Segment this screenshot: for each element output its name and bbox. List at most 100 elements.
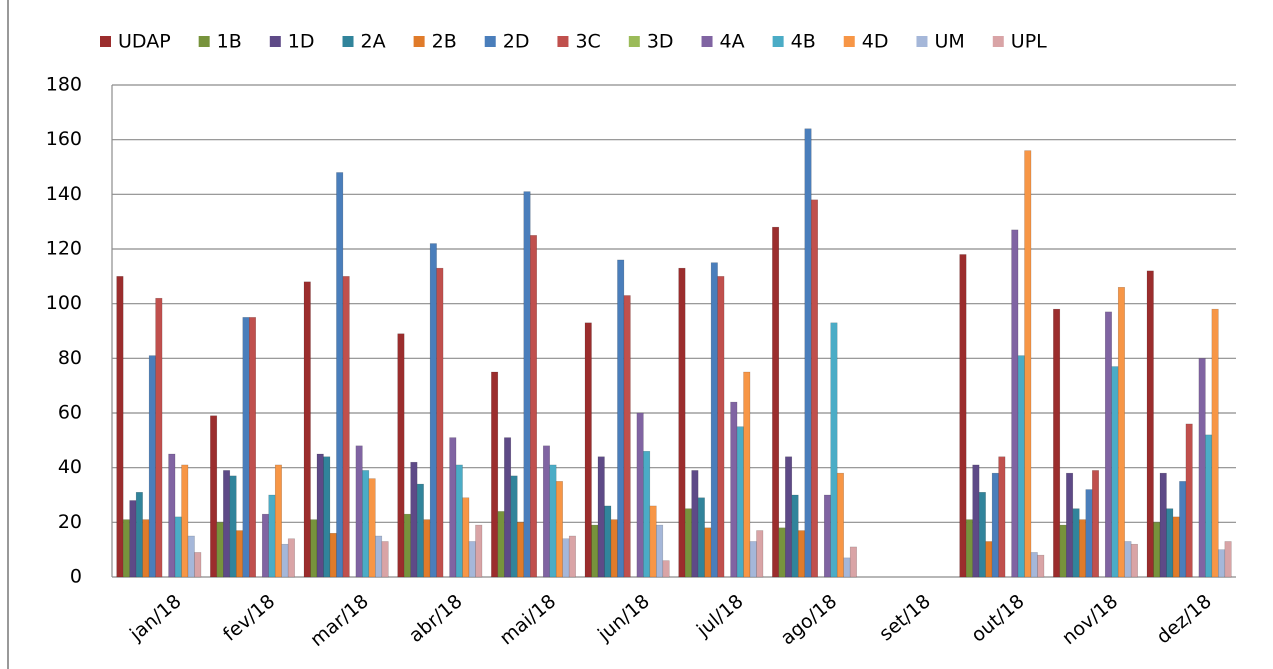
bar [436,267,444,578]
bar [135,492,143,578]
legend-swatch [843,36,855,47]
bar [362,470,370,578]
y-tick-label: 40 [58,456,82,478]
legend-label: 1D [288,31,315,53]
bar [229,475,237,578]
bar [684,508,692,578]
bar [1179,481,1187,578]
bar [710,262,718,578]
y-tick-label: 100 [46,292,82,314]
legend-swatch [100,36,111,47]
bar [959,254,967,578]
legend-label: 2B [432,31,457,53]
bar [662,560,670,578]
bar [510,475,518,578]
bar [604,505,612,578]
bar [329,533,337,578]
x-tick-label: jun/18 [593,590,654,646]
bar [216,522,224,578]
bar [242,317,250,578]
bar [1030,552,1038,578]
bar [823,494,831,578]
bar [978,492,986,578]
legend-label: 4A [720,31,745,53]
bar [368,478,376,578]
legend-label: 3D [647,31,674,53]
bar [597,456,605,578]
bar [1053,308,1061,578]
legend-swatch [701,36,713,47]
bar [542,445,550,578]
bar [261,513,269,578]
bar [303,281,311,578]
bar [991,472,999,578]
bar [342,276,350,578]
bar [1224,541,1232,578]
y-tick-label: 80 [58,347,82,369]
bar [530,235,537,578]
bar [811,199,818,578]
legend-label: 1B [217,31,242,53]
bar [772,226,780,578]
bar [116,276,124,578]
bar [804,128,812,578]
legend-swatch [484,36,496,47]
legend-swatch [198,36,210,47]
legend-swatch [557,36,569,47]
y-tick-label: 160 [46,128,82,150]
bar [549,464,557,578]
bar [355,445,363,578]
legend-swatch [992,36,1004,47]
bar [381,541,389,578]
bar [416,483,424,578]
bar [591,524,599,578]
bar [210,415,218,578]
bar [155,297,163,578]
x-tick-label: jan/18 [125,590,186,646]
x-tick-label: out/18 [967,590,1028,647]
y-tick-label: 180 [46,74,82,96]
x-tick-label: ago/18 [777,590,842,649]
y-tick-label: 20 [58,511,82,533]
bar [778,527,786,578]
bar [462,497,470,578]
x-tick-label: abr/18 [405,590,467,647]
bar [429,243,437,578]
bar [268,494,276,578]
y-tick-label: 140 [46,183,82,205]
bar [610,519,618,578]
bar [730,401,738,578]
legend-label: 3C [575,31,600,53]
bar [475,524,483,578]
bar [375,535,383,578]
bar [584,322,592,578]
bar [985,541,993,578]
bar [403,513,411,578]
legend-label: 4D [862,31,889,53]
bar [129,500,137,578]
bar [656,524,664,578]
x-tick-label: mar/18 [306,590,373,651]
bar [249,317,256,578]
legend-label: UDAP [118,31,171,53]
bar [1066,472,1074,578]
y-tick-label: 60 [58,402,82,424]
x-tick-label: mai/18 [496,590,561,649]
bar [830,322,838,578]
bar [1211,308,1219,578]
legend-label: UPL [1011,31,1047,53]
bar [323,456,331,578]
legend-label: 2A [361,31,386,53]
bar [281,543,289,578]
bar [1172,516,1180,578]
x-tick-label: set/18 [875,590,935,645]
bar [316,453,324,578]
bar [1205,434,1213,578]
bar [310,519,318,578]
bar [798,530,806,578]
legend-swatch [772,36,784,47]
bar [1037,554,1045,578]
bar [849,546,857,578]
bar [181,464,189,578]
